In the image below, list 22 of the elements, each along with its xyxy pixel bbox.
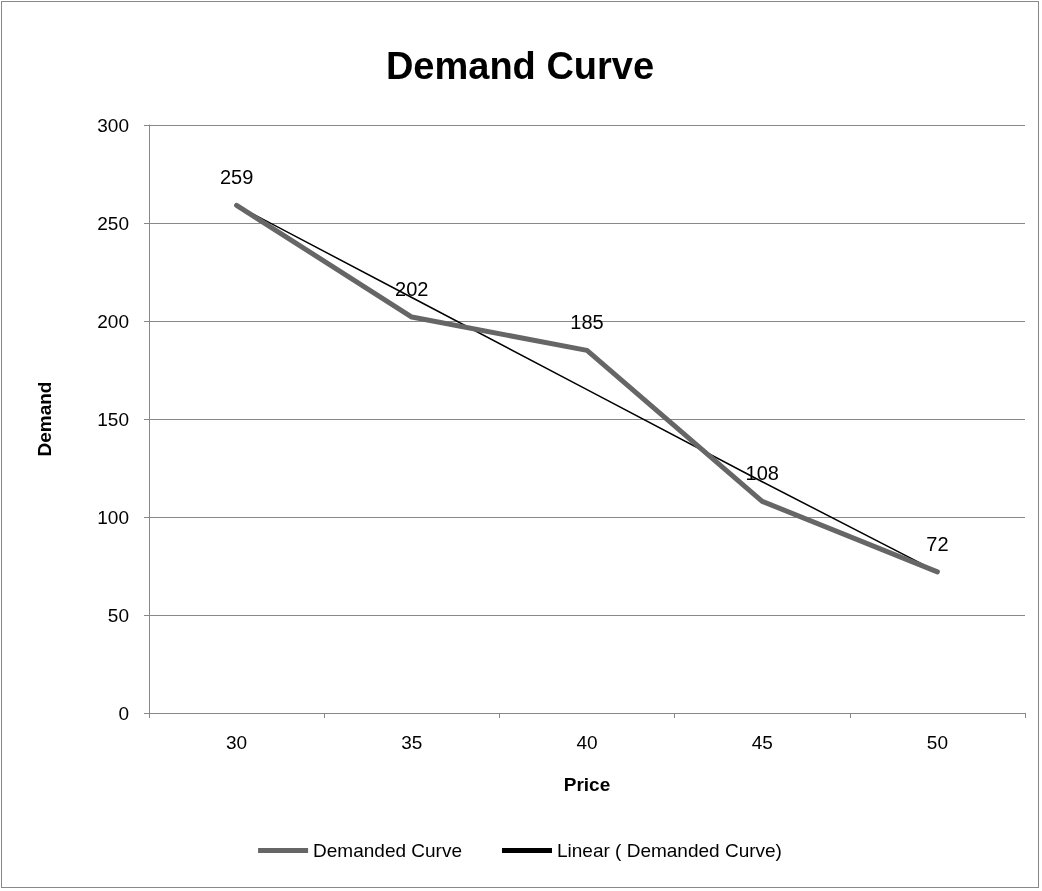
legend-label: Demanded Curve bbox=[313, 840, 462, 861]
data-label: 202 bbox=[395, 278, 429, 301]
x-tick-label: 45 bbox=[751, 732, 773, 753]
y-tick-label: 100 bbox=[97, 506, 129, 528]
y-tick-label: 300 bbox=[97, 114, 129, 136]
data-label: 108 bbox=[745, 462, 779, 485]
data-label: 259 bbox=[219, 166, 254, 189]
data-label: 72 bbox=[926, 532, 949, 555]
y-tick-label: 250 bbox=[97, 212, 129, 234]
y-tick-label: 150 bbox=[97, 408, 129, 430]
y-tick-label: 200 bbox=[97, 310, 129, 332]
x-tick-label: 50 bbox=[926, 732, 948, 753]
legend-label: Linear ( Demanded Curve) bbox=[556, 840, 782, 861]
data-label: 185 bbox=[570, 311, 604, 334]
y-tick-label: 50 bbox=[107, 604, 129, 626]
x-tick-label: 30 bbox=[226, 732, 248, 753]
x-axis-title: Price bbox=[563, 774, 611, 795]
chart-title: Demand Curve bbox=[385, 45, 655, 87]
x-tick-label: 40 bbox=[576, 732, 598, 753]
y-axis-title: Demand bbox=[34, 381, 55, 457]
y-tick-label: 0 bbox=[118, 702, 129, 724]
x-tick-label: 35 bbox=[401, 732, 423, 753]
